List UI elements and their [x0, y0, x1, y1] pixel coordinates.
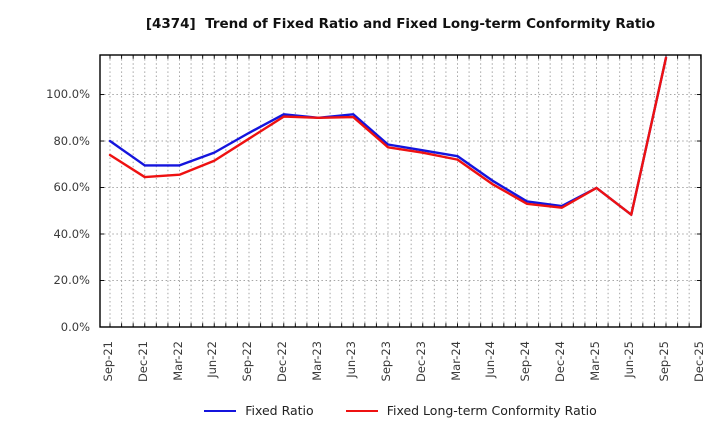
y-tick-label: 60.0%: [53, 180, 90, 194]
x-tick-label: Sep-24: [518, 341, 532, 382]
x-tick-label: Mar-25: [587, 341, 602, 381]
x-tick-label: Dec-25: [691, 341, 706, 383]
legend-label: Fixed Long-term Conformity Ratio: [386, 403, 597, 418]
x-tick-label: Dec-24: [552, 341, 567, 383]
legend-item-fixed-long-term-conformity-ratio: Fixed Long-term Conformity Ratio: [345, 403, 597, 418]
y-tick-label: 40.0%: [53, 226, 90, 241]
x-tick-label: Dec-21: [135, 341, 150, 383]
y-tick-label: 0.0%: [60, 319, 90, 334]
x-tick-label: Sep-23: [379, 341, 393, 382]
x-tick-label: Sep-25: [657, 341, 671, 382]
x-tick-label: Sep-22: [240, 341, 254, 382]
y-tick-label: 80.0%: [53, 133, 90, 148]
legend: Fixed Ratio Fixed Long-term Conformity R…: [100, 403, 701, 418]
y-tick-label: 100.0%: [46, 87, 90, 102]
x-tick-label: Jun-22: [205, 341, 220, 378]
x-tick-label: Jun-23: [344, 341, 359, 378]
chart-title: [4374] Trend of Fixed Ratio and Fixed Lo…: [145, 16, 656, 32]
series-line-fixed-long-term-conformity-ratio: [108, 56, 668, 216]
legend-label: Fixed Ratio: [245, 403, 314, 418]
fixed-ratio-line-swatch: [204, 409, 237, 412]
x-tick-label: Jun-25: [622, 341, 637, 378]
x-tick-label: Mar-22: [170, 341, 185, 381]
x-tick-label: Jun-24: [483, 341, 498, 378]
x-tick-label: Mar-24: [448, 341, 463, 381]
y-tick-label: 20.0%: [53, 273, 90, 287]
plot-frame: [99, 54, 702, 328]
x-tick-label: Sep-21: [101, 341, 115, 382]
x-tick-label: Mar-23: [309, 341, 324, 381]
x-tick-label: Dec-22: [274, 341, 289, 383]
legend-item-fixed-ratio: Fixed Ratio: [204, 403, 314, 418]
x-tick-label: Dec-23: [413, 341, 428, 383]
fixed-long-term-conformity-ratio-line-swatch: [345, 409, 378, 412]
